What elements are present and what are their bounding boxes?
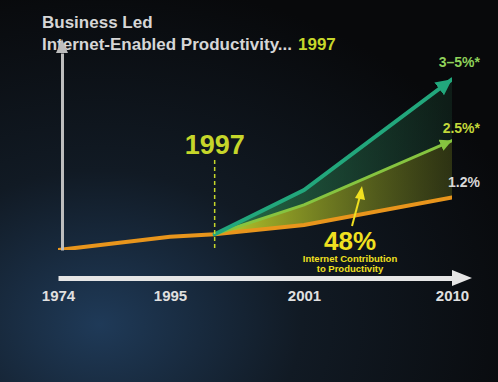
chart-svg: Business Led Internet-Enabled Productivit…	[0, 0, 498, 382]
x-tick: 1974	[42, 278, 76, 304]
annotation-arrow	[352, 196, 360, 226]
annotation-value: 48%	[324, 226, 376, 256]
x-tick-label: 2001	[288, 287, 321, 304]
x-axis: 1974 1995 2001 2010	[42, 278, 469, 304]
year-marker-line	[214, 160, 216, 250]
series-line	[58, 197, 452, 250]
background	[0, 0, 498, 382]
title-line: Business Led	[42, 13, 153, 32]
x-tick: 1995	[154, 278, 187, 304]
x-axis-line	[59, 276, 453, 281]
series-label: 1.2%	[448, 174, 480, 190]
x-tick-label: 1995	[154, 287, 187, 304]
x-tick-label: 1974	[42, 287, 76, 304]
x-tick: 2001	[288, 278, 321, 304]
title-line: Internet-Enabled Productivity... 1997	[42, 35, 336, 54]
x-axis-arrowhead	[452, 270, 472, 286]
year-marker-label: 1997	[185, 130, 245, 160]
annotation-text: to Productivity	[317, 263, 384, 274]
y-axis-line	[61, 54, 64, 251]
y-axis-arrowhead	[56, 39, 68, 53]
area-band	[215, 79, 452, 234]
y-axis	[62, 54, 63, 251]
title-text: Internet-Enabled Productivity...	[42, 35, 292, 54]
series-line	[215, 79, 452, 234]
annotation-arrowhead	[355, 186, 365, 200]
series-label: 2.5%*	[443, 120, 481, 136]
series-line	[215, 141, 452, 235]
subtitle: 1997	[298, 35, 336, 54]
x-tick-label: 2010	[436, 287, 469, 304]
plot-area	[58, 79, 452, 250]
series-label: 3–5%*	[439, 54, 481, 70]
